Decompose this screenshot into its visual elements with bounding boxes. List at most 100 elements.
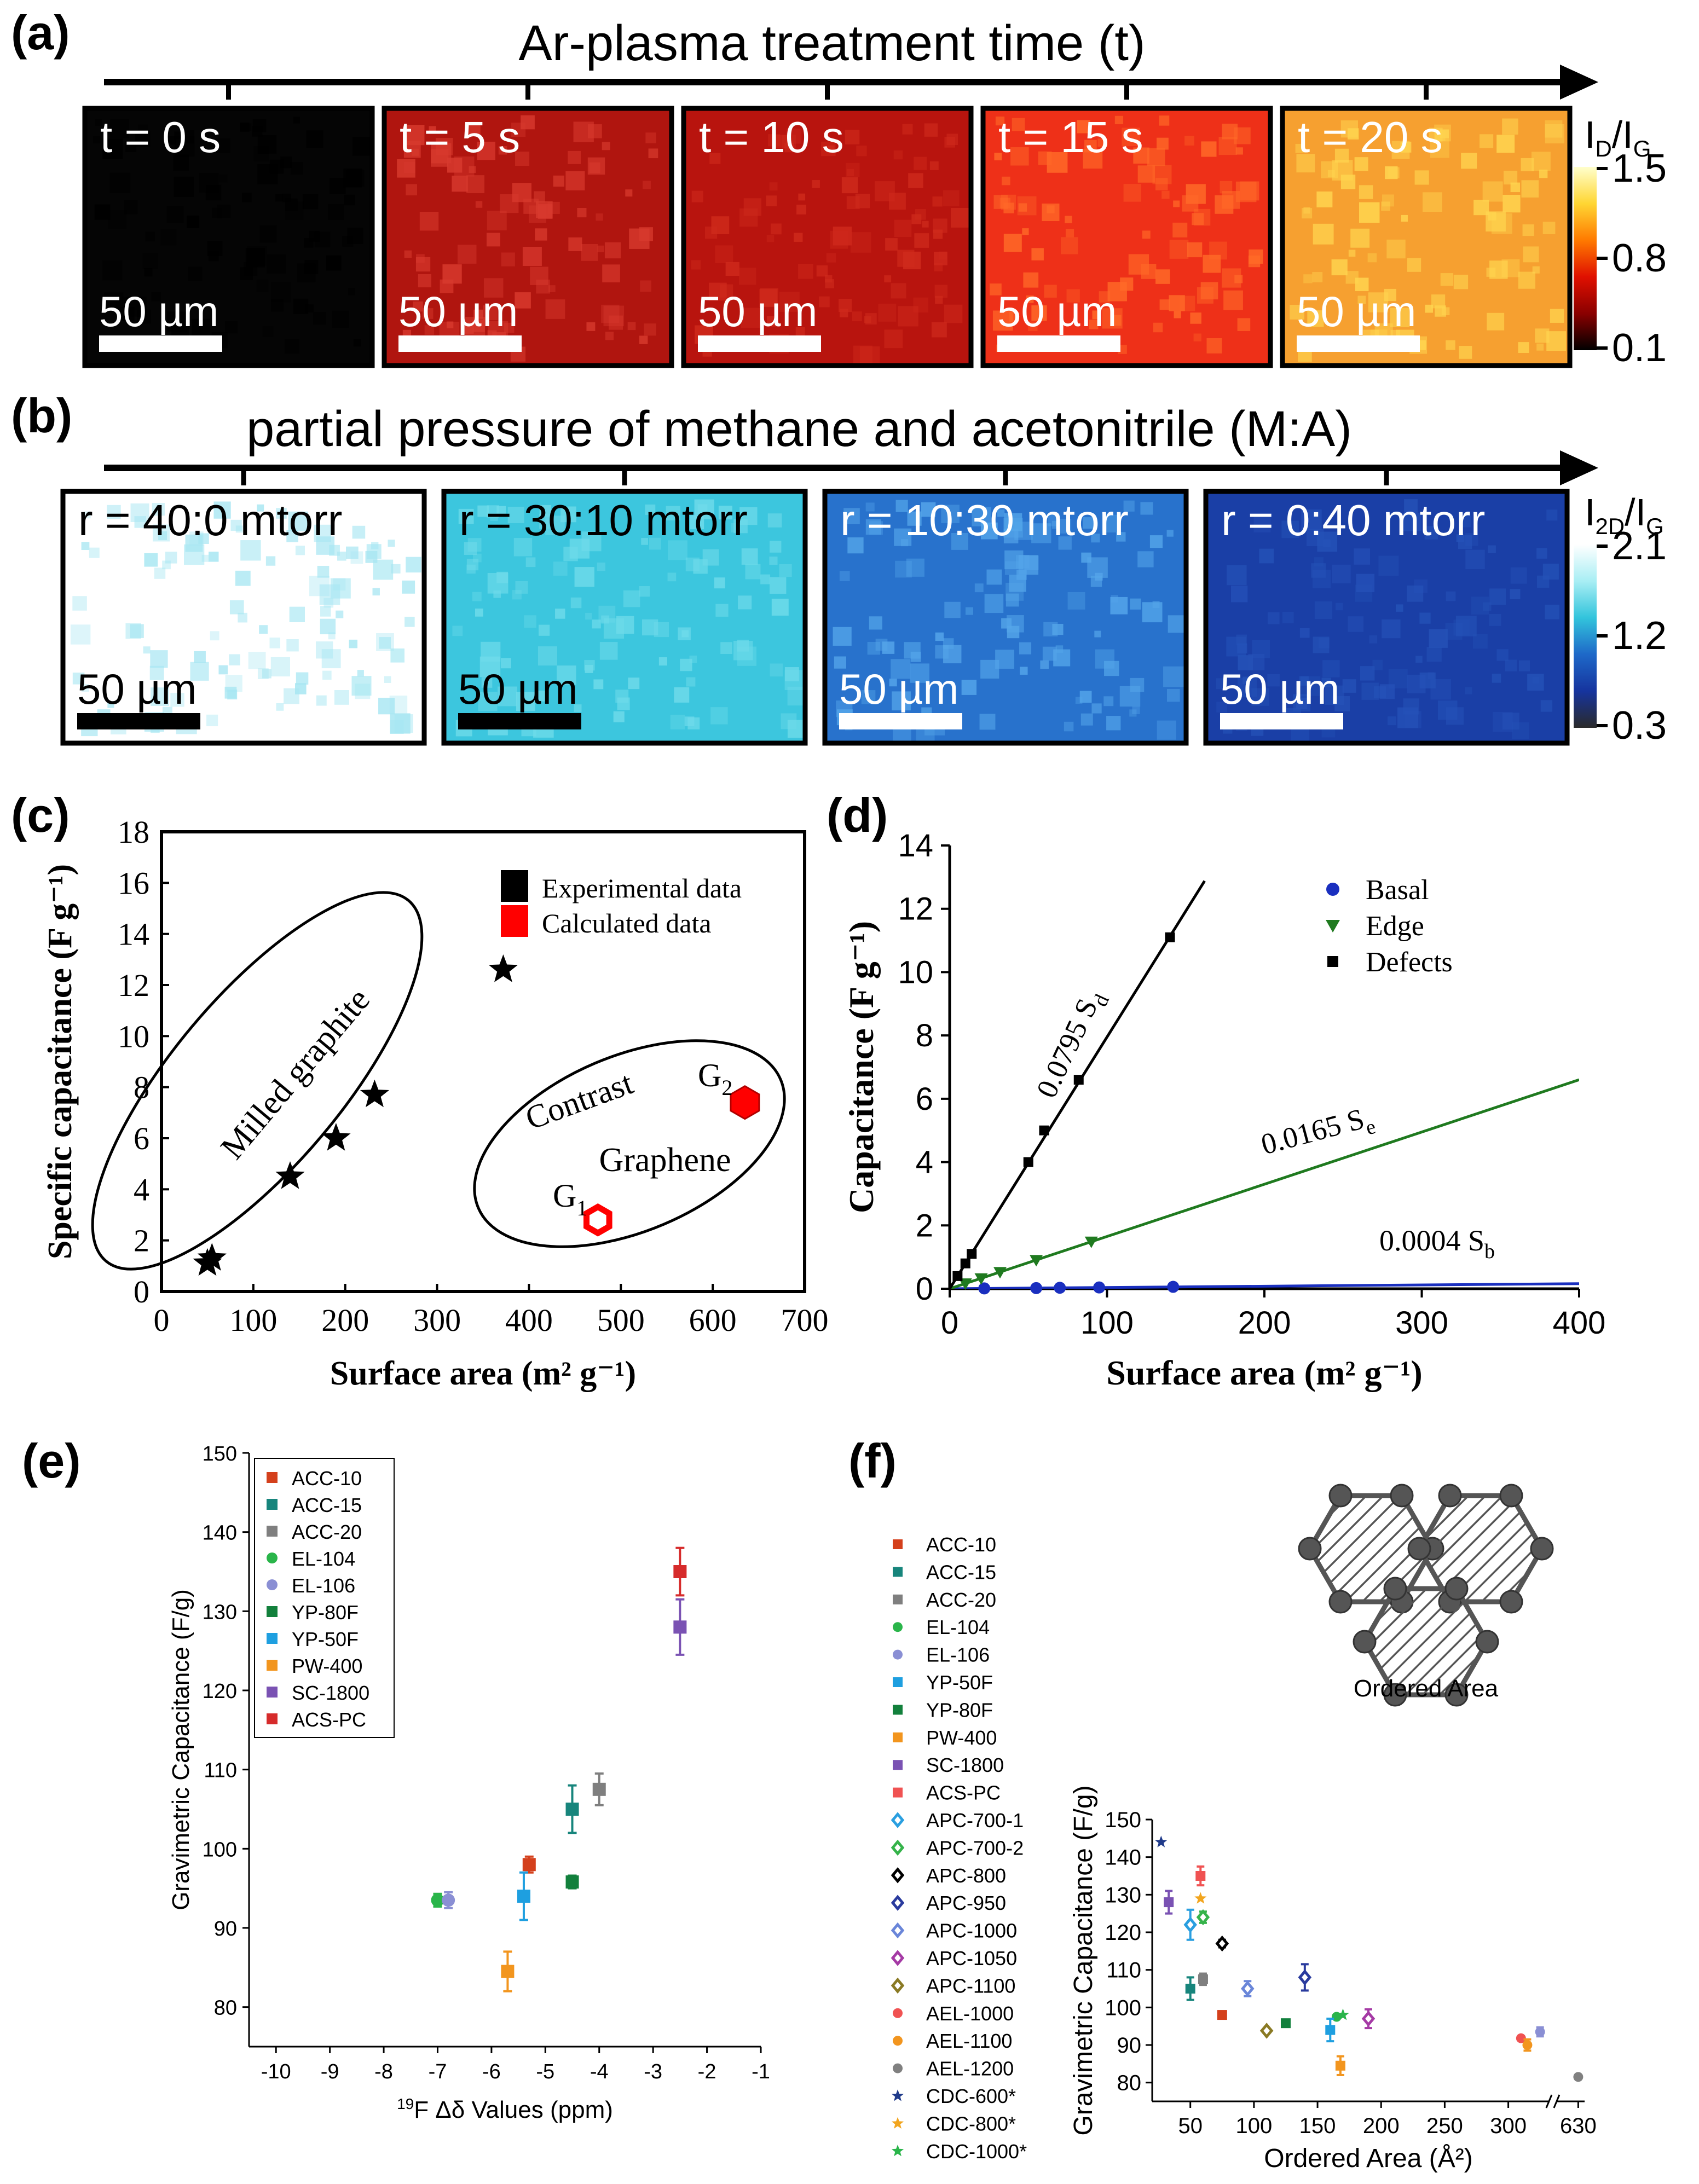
chart-d-y-tick-label: 14 — [898, 828, 933, 864]
panel-a-cbar-label-mid: 0.8 — [1612, 236, 1667, 280]
panel-b-map-texture — [1321, 677, 1331, 687]
panel-a-map-texture — [1313, 223, 1334, 245]
chart-e-legend-marker-acc-20 — [267, 1526, 278, 1537]
panel-a-map-texture — [1223, 290, 1243, 310]
panel-a-map-label-1: t = 0 s — [100, 113, 221, 161]
panel-b-map-texture — [316, 536, 335, 555]
panel-b-map-texture — [980, 659, 999, 679]
panel-b-map-texture — [986, 569, 1002, 585]
panel-b-map-texture — [107, 505, 121, 519]
chart-f-y-tick-label: 110 — [1106, 1959, 1141, 1983]
panel-a-map-texture — [404, 250, 412, 258]
chart-f-point-apc-950 — [1298, 1969, 1312, 1986]
panel-a-map-texture — [856, 145, 867, 157]
panel-b-map-texture — [1301, 509, 1322, 530]
panel-a-map-texture — [1307, 310, 1324, 327]
chart-e-legend-marker-acs-pc — [267, 1713, 278, 1724]
panel-b-map-texture — [153, 524, 170, 542]
panel-b-map-texture — [1360, 666, 1375, 681]
panel-b-map-texture — [623, 590, 640, 607]
panel-a-map-texture — [766, 234, 775, 242]
panel-b-map-texture — [686, 677, 696, 687]
chart-f-point-yp-50f — [1325, 2025, 1336, 2035]
panel-b-map-texture — [1502, 712, 1519, 730]
panel-a-map-texture — [1429, 128, 1443, 142]
panel-a-map-texture — [1542, 222, 1556, 234]
panel-a-map-texture — [769, 182, 778, 191]
chart-f-point-apc-1000 — [1241, 1980, 1255, 1997]
chart-e-x-tick-label: -9 — [321, 2060, 339, 2083]
panel-a-map-texture — [839, 299, 852, 312]
panel-b-map-label-4: r = 0:40 mtorr — [1221, 496, 1485, 544]
panel-b-map-texture — [229, 654, 240, 665]
panel-b-map-texture — [767, 513, 782, 528]
panel-a-map-texture — [573, 121, 594, 142]
panel-a-map-label-2: t = 5 s — [400, 113, 520, 161]
panel-b-map-texture — [1058, 536, 1072, 550]
panel-a-map-texture — [1009, 312, 1019, 322]
panel-a-map-texture — [406, 184, 417, 196]
chart-f-y-tick-label: 130 — [1105, 1883, 1141, 1907]
chart-f-axis-break-mark — [1553, 2094, 1561, 2108]
panel-b-map-texture — [538, 646, 558, 666]
panel-a-map-texture — [207, 241, 223, 256]
panel-b-map-texture — [378, 698, 395, 715]
panel-a-map-texture — [125, 141, 137, 152]
panel-b-map-texture — [391, 564, 401, 573]
panel-a-map-texture — [924, 123, 938, 137]
panel-b-map-texture — [507, 506, 524, 523]
panel-b-map-texture — [1483, 602, 1492, 611]
chart-e-y-tick-label: 110 — [204, 1759, 237, 1782]
chart-d-point-defects — [1165, 932, 1175, 942]
panel-b-map-texture — [259, 625, 268, 634]
panel-b-map-texture — [833, 627, 852, 646]
panel-a-map-texture — [305, 304, 314, 313]
panel-b-map-texture — [390, 648, 404, 663]
panel-a-tiles: t = 0 s 50 µm t = 5 s 50 µm t = 10 s 50 µm t =… — [82, 82, 1573, 368]
panel-a-map-texture — [1026, 295, 1034, 303]
panel-a-map-texture — [1128, 254, 1149, 275]
panel-a-map-texture — [110, 119, 129, 138]
panel-a-scale-label-5: 50 µm — [1297, 287, 1416, 335]
panel-b-map-texture — [1323, 539, 1331, 547]
ordered-area-inset — [1298, 1484, 1554, 1707]
chart-e-x-tick-label: -7 — [429, 2060, 447, 2083]
panel-a-map-texture — [922, 221, 929, 228]
panel-a-map-texture — [1240, 181, 1259, 201]
chart-c-y-tick-label: 16 — [118, 865, 149, 901]
panel-a-map-frame — [382, 106, 674, 368]
panel-a-colorbar-title: ID/IG — [1585, 113, 1651, 161]
panel-b-map-texture — [1281, 520, 1299, 538]
panel-b-map-texture — [1018, 555, 1039, 575]
panel-f: (f) 50 100 150 200 250 300 630 80 90 100 110 120 130… — [848, 1434, 1597, 2173]
panel-a-map-texture — [1193, 208, 1211, 226]
panel-a-map-texture — [473, 309, 483, 319]
panel-b-map-texture — [1004, 561, 1019, 575]
panel-a-map-texture — [1003, 234, 1022, 252]
panel-b-map-label-1: r = 40:0 mtorr — [78, 496, 342, 544]
panel-a-map-texture — [1089, 320, 1099, 329]
panel-a-map-frame — [681, 106, 974, 368]
chart-e-legend-marker-acc-10 — [267, 1472, 278, 1483]
panel-b-map-texture — [150, 650, 168, 668]
panel-b-map-texture — [1379, 684, 1395, 699]
panel-b-map-texture — [235, 570, 251, 586]
panel-a-map-texture — [328, 204, 344, 220]
chart-c-y-axis-title: Specific capacitance (F g⁻¹) — [42, 864, 79, 1259]
panel-b-map-texture — [72, 673, 85, 685]
panel-b-map-texture — [1299, 676, 1309, 686]
panel-a-map-texture — [1174, 311, 1181, 318]
panel-a-map-texture — [1334, 148, 1349, 163]
panel-a-map-texture — [629, 228, 650, 249]
panel-a-map-texture — [1201, 141, 1217, 157]
panel-a-map-texture — [538, 204, 553, 219]
chart-d-point-basal — [978, 1282, 991, 1295]
panel-b-map-texture — [458, 508, 474, 524]
panel-b-map-texture — [289, 606, 305, 622]
panel-a-map-texture — [1536, 343, 1544, 351]
panel-b-map-texture — [1040, 660, 1049, 669]
panel-a-map-texture — [824, 275, 833, 283]
panel-a-map-label-5: t = 20 s — [1298, 113, 1443, 161]
panel-b-map-texture — [654, 622, 669, 638]
panel-a-map-texture — [326, 255, 342, 271]
